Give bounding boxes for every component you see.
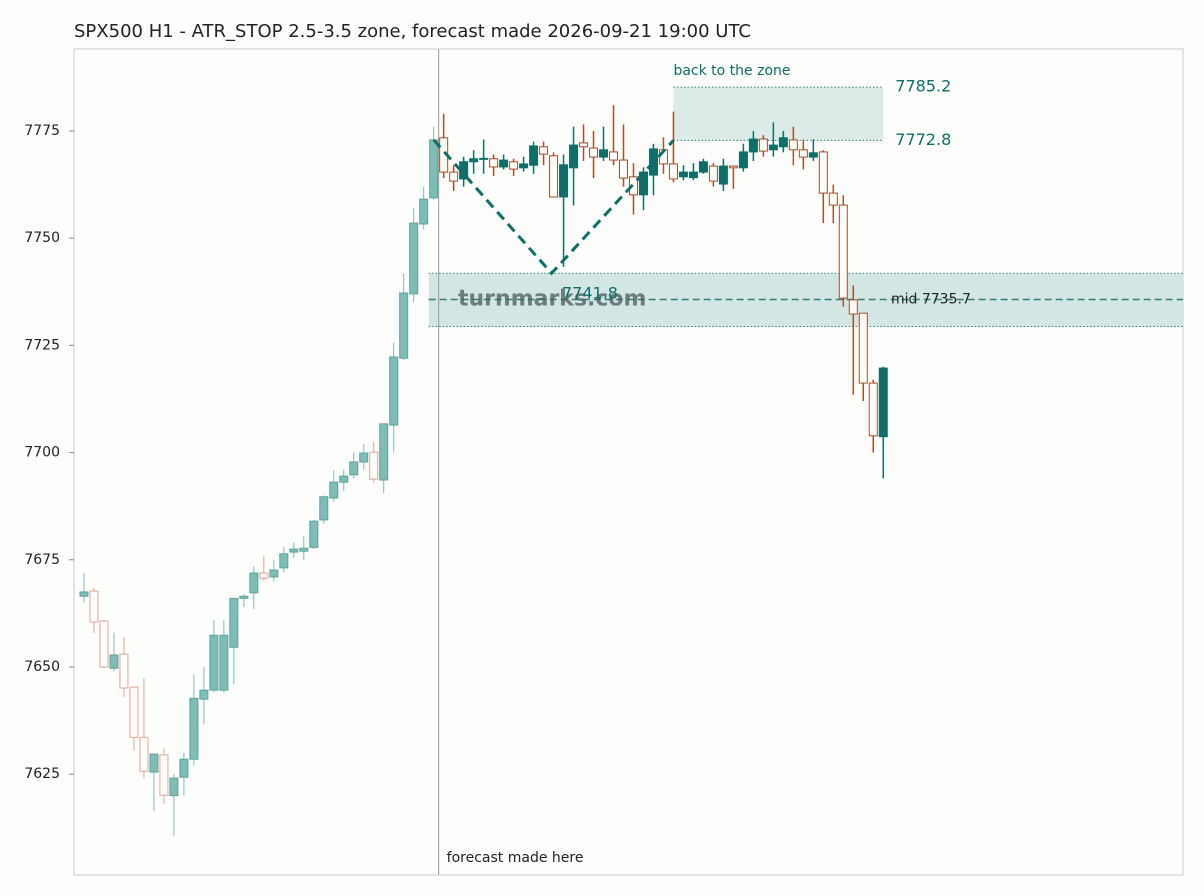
candle-body (808, 152, 818, 158)
forecast-path (432, 138, 675, 276)
target-box (673, 87, 884, 141)
candle-body (79, 591, 89, 597)
candle-body (469, 158, 479, 163)
candle-body (159, 754, 169, 796)
candle-body (199, 689, 209, 700)
candle-body (349, 461, 359, 476)
candle-body (519, 163, 529, 169)
candle-body (678, 171, 688, 178)
candle-body (698, 161, 708, 173)
watermark: turnmarks.com (458, 286, 646, 311)
candle-body (419, 198, 429, 225)
y-tick-label: 7650 (24, 659, 60, 675)
candle-body (449, 171, 459, 182)
candle-body (179, 758, 189, 778)
candle-body (399, 292, 409, 359)
candle-body (668, 163, 678, 180)
candle-body (279, 553, 289, 569)
candle-body (489, 158, 499, 168)
candle-body (379, 423, 389, 481)
candle-body (149, 753, 159, 773)
candle-body (309, 520, 319, 548)
candle-body (708, 165, 718, 182)
candle-body (429, 139, 439, 199)
candle-body (109, 654, 119, 669)
target-low-label: 7772.8 (895, 130, 951, 149)
candle-body (209, 634, 219, 691)
candle-body (239, 595, 249, 599)
candle-body (798, 149, 808, 158)
candle-body (818, 151, 828, 194)
zone-mid-label: mid 7735.7 (891, 291, 971, 307)
candle-body (339, 475, 349, 483)
candle-body (778, 137, 788, 148)
candle-body (878, 367, 888, 438)
candle-body (768, 144, 778, 151)
y-tick-label: 7700 (24, 445, 60, 461)
zone-high-label: 7741.8 (562, 284, 618, 303)
candle-body (579, 142, 589, 148)
candle-body (728, 165, 738, 169)
candle-body (359, 452, 369, 463)
candle-body (259, 572, 269, 579)
candle-body (858, 312, 868, 384)
candle-body (319, 496, 329, 521)
chart-title: SPX500 H1 - ATR_STOP 2.5-3.5 zone, forec… (74, 21, 751, 42)
y-tick-label: 7775 (24, 123, 60, 139)
candle-body (369, 451, 379, 480)
candle-body (509, 161, 519, 170)
y-tick-label: 7675 (24, 552, 60, 568)
candle-body (848, 299, 858, 315)
y-tick-label: 7725 (24, 337, 60, 353)
candle-body (479, 157, 489, 160)
candle-body (599, 149, 609, 158)
candle-body (838, 204, 848, 299)
candle-body (868, 382, 878, 437)
candle-body (249, 572, 259, 594)
candle-body (89, 590, 99, 623)
candle-body (758, 138, 768, 152)
candle-body (139, 736, 149, 772)
candle-body (219, 634, 229, 691)
candle-body (609, 151, 619, 161)
y-tick-label: 7750 (24, 230, 60, 246)
candle-body (499, 159, 509, 168)
candle-body (738, 151, 748, 169)
candle-body (99, 620, 109, 668)
candle-body (539, 146, 549, 155)
candle-body (409, 222, 419, 295)
candle-body (329, 481, 339, 499)
candle-body (748, 138, 758, 153)
candle-body (299, 547, 309, 552)
candle-body (688, 171, 698, 179)
forecast-label: forecast made here (447, 850, 584, 866)
candle-body (718, 165, 728, 185)
candle-body (189, 697, 199, 760)
target-high-label: 7785.2 (895, 77, 951, 96)
candle-body (549, 155, 559, 198)
candle-body (638, 171, 648, 196)
candle-body (119, 653, 129, 689)
y-tick-label: 7625 (24, 766, 60, 782)
candle-body (289, 548, 299, 553)
candle-body (589, 147, 599, 158)
candle-body (129, 686, 139, 738)
candle-body (619, 159, 629, 179)
candle-body (559, 164, 569, 198)
candle-body (828, 192, 838, 206)
target-label: back to the zone (673, 63, 790, 79)
candle-body (569, 144, 579, 169)
candle-body (529, 145, 539, 166)
candle-body (788, 139, 798, 151)
plot-frame (73, 48, 1184, 876)
candle-body (229, 597, 239, 648)
candle-body (389, 356, 399, 426)
candle-body (269, 569, 279, 578)
candle-body (169, 777, 179, 797)
